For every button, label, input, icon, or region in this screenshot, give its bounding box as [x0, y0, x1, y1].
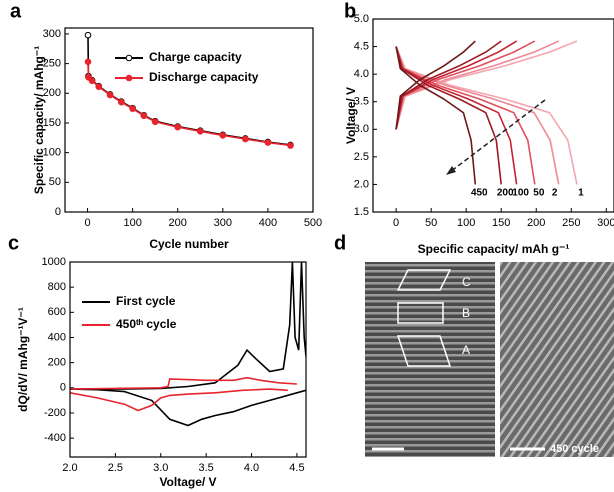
data-point	[106, 91, 114, 99]
x-tick-label: 400	[259, 217, 277, 229]
data-point	[219, 132, 227, 139]
x-tick-label: 300	[214, 217, 232, 229]
curve-label: 200	[497, 187, 514, 198]
x-tick-label: 100	[457, 217, 475, 229]
y-tick-label: 1000	[42, 256, 66, 268]
y-tick-label: 200	[48, 357, 66, 369]
x-tick-label: 4.0	[244, 462, 259, 474]
data-point	[118, 98, 125, 106]
panel-label: c	[8, 232, 19, 254]
x-tick-label: 500	[304, 217, 322, 229]
y-tick-label: 1.5	[354, 206, 369, 218]
x-tick-label: 2.5	[108, 462, 123, 474]
region-outline	[397, 302, 444, 324]
y-tick-label: 0	[60, 382, 66, 394]
y-tick-label: 600	[48, 306, 66, 318]
x-tick-label: 100	[123, 217, 141, 229]
x-tick-label: 150	[492, 217, 510, 229]
curve-label: 2	[552, 187, 558, 198]
x-tick-label: 250	[562, 217, 580, 229]
x-tick-label: 0	[393, 217, 399, 229]
x-tick-label: 3.5	[199, 462, 214, 474]
y-tick-label: 0	[55, 206, 61, 218]
x-tick-label: 200	[169, 217, 187, 229]
data-point	[174, 123, 182, 131]
tem-image-first	[365, 262, 495, 457]
x-axis-label: Voltage/ V	[159, 475, 216, 489]
y-tick-label: 3.0	[354, 123, 369, 135]
y-tick-label: -200	[44, 407, 66, 419]
x-tick-label: 4.5	[289, 462, 304, 474]
series-line	[395, 40, 502, 185]
x-axis-label: Specific capacity/ mAh g⁻¹	[418, 242, 570, 256]
region-label: C	[462, 275, 471, 289]
data-point	[242, 135, 249, 143]
data-point	[196, 127, 204, 135]
y-tick-label: 800	[48, 281, 66, 293]
y-tick-label: 250	[43, 58, 61, 70]
region-label: A	[462, 343, 470, 357]
y-axis-label: dQ/dV/ mAhg⁻¹V⁻¹	[16, 307, 30, 412]
legend-marker	[125, 74, 133, 82]
y-tick-label: 200	[43, 87, 61, 99]
data-point	[84, 31, 92, 39]
trend-arrow	[449, 99, 546, 173]
plot-frame	[69, 261, 307, 458]
legend-marker	[125, 54, 133, 62]
plot-frame	[64, 27, 314, 213]
data-point	[151, 118, 159, 126]
y-tick-label: 150	[43, 117, 61, 129]
data-point	[287, 142, 294, 149]
data-point	[84, 58, 92, 66]
region-outline	[396, 269, 452, 291]
y-tick-label: 100	[43, 147, 61, 159]
series-line	[395, 40, 477, 185]
y-tick-label: 300	[43, 28, 61, 40]
region-label: B	[462, 306, 470, 320]
data-point	[88, 77, 96, 85]
panel-label: b	[344, 0, 356, 22]
tem-image-450	[500, 262, 614, 457]
x-tick-label: 300	[597, 217, 614, 229]
x-tick-label: 3.0	[153, 462, 168, 474]
region-outline	[396, 335, 452, 367]
data-point	[140, 112, 148, 120]
x-tick-label: 0	[84, 217, 90, 229]
curve-label: 1	[578, 187, 584, 198]
x-axis-label: Cycle number	[149, 237, 229, 251]
y-tick-label: 5.0	[354, 13, 369, 25]
curve-label: 100	[512, 187, 529, 198]
y-tick-label: 400	[48, 331, 66, 343]
x-tick-label: 2.0	[62, 462, 77, 474]
y-tick-label: 2.0	[354, 178, 369, 190]
legend-label: 450ᵗʰ cycle	[116, 317, 177, 331]
y-tick-label: 50	[49, 176, 61, 188]
y-tick-label: 4.5	[354, 40, 369, 52]
y-axis-label: Specific capacity/ mAhg⁻¹	[32, 46, 46, 194]
y-axis-label: Voltage/ V	[344, 87, 358, 144]
data-point	[129, 105, 136, 113]
trend-arrow-head	[446, 166, 456, 175]
data-point	[264, 139, 272, 146]
y-tick-label: 2.5	[354, 151, 369, 163]
y-tick-label: -400	[44, 432, 66, 444]
image-caption: 450 cycle	[550, 443, 599, 455]
legend-label: First cycle	[116, 294, 176, 308]
curve-label: 50	[533, 187, 545, 198]
data-point	[95, 83, 103, 91]
panel-label: d	[334, 232, 346, 254]
panel-label: a	[10, 0, 22, 22]
legend-label: Charge capacity	[149, 50, 242, 64]
x-tick-label: 50	[425, 217, 437, 229]
y-tick-label: 3.5	[354, 96, 369, 108]
legend-label: Discharge capacity	[149, 70, 259, 84]
plot-frame	[372, 18, 614, 213]
series-line	[70, 262, 306, 427]
y-tick-label: 4.0	[354, 68, 369, 80]
series-line	[70, 376, 297, 412]
x-tick-label: 200	[527, 217, 545, 229]
curve-label: 450	[471, 187, 488, 198]
